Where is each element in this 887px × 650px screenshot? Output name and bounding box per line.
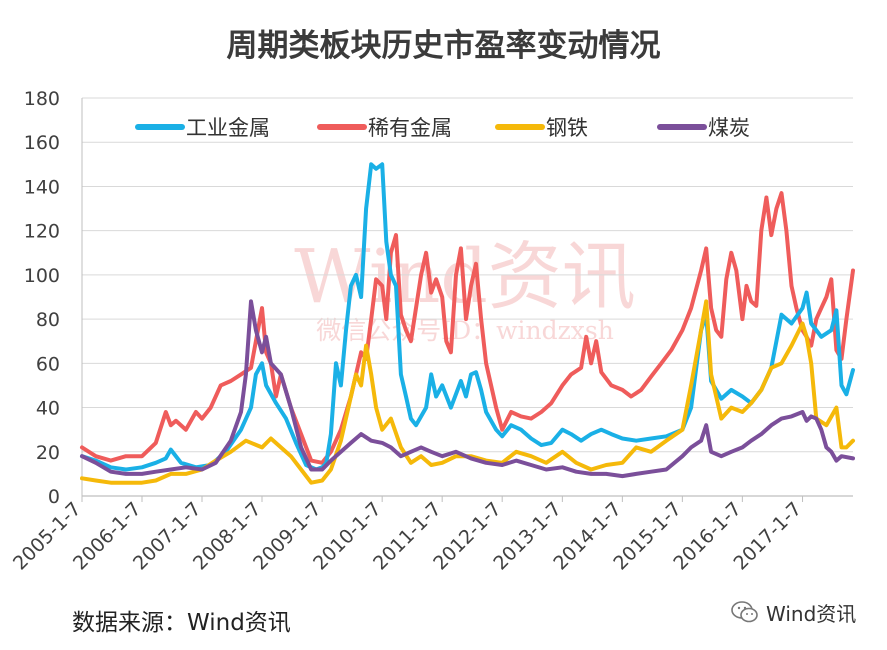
y-tick-label: 140 [24,176,60,198]
data-source-note: 数据来源：Wind资讯 [72,610,291,636]
watermark-subtext: 微信公众号ID：windzxsh [316,316,614,345]
y-tick-label: 100 [24,265,60,287]
series-line-steel [80,299,855,485]
y-tick-label: 80 [36,309,60,331]
y-tick-label: 180 [24,88,60,110]
legend-label: 工业金属 [186,116,270,140]
y-tick-label: 120 [24,221,60,243]
series-line-industrial-metals [80,162,855,472]
wechat-badge-label: Wind资讯 [766,601,857,626]
wechat-icon [731,601,758,623]
y-tick-label: 160 [24,132,60,154]
legend-label: 钢铁 [546,116,588,140]
y-tick-label: 60 [36,353,60,375]
legend-label: 稀有金属 [368,116,452,140]
legend-label: 煤炭 [708,116,750,140]
y-tick-label: 20 [36,442,60,464]
chart-title: 周期类板块历史市盈率变动情况 [226,28,661,64]
wechat-badge: Wind资讯 [730,597,856,627]
series-line-rare-metals [80,191,855,465]
series-line-coal [80,299,855,479]
y-tick-label: 0 [48,486,60,508]
y-tick-label: 40 [36,398,60,420]
